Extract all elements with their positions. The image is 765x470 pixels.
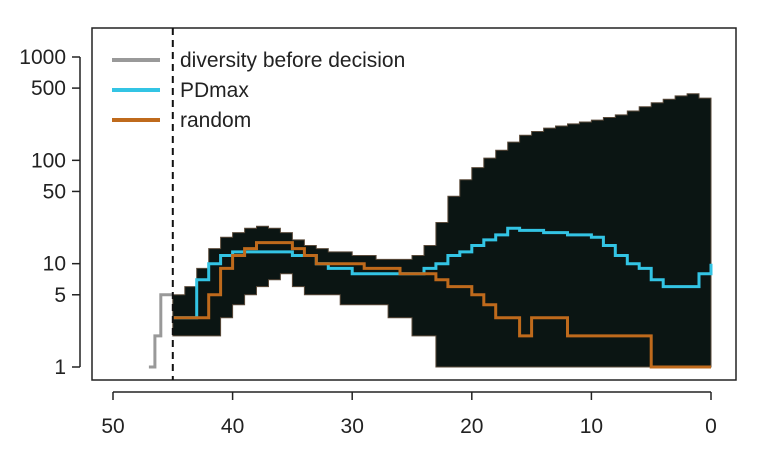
y-tick-label: 1000: [19, 46, 66, 69]
x-tick-label: 40: [221, 415, 244, 438]
x-tick-label: 20: [460, 415, 483, 438]
series-line-random: [172, 241, 711, 369]
legend-label-pdmax: PDmax: [180, 79, 249, 102]
series-line-pdmax: [172, 226, 713, 320]
series-line-diversity-before-decision: [148, 293, 173, 369]
y-tick-label: 5: [54, 284, 66, 307]
x-tick-label: 0: [705, 415, 717, 438]
y-tick-label: 50: [43, 180, 66, 203]
x-axis: 50 40 30 20 10 0: [101, 391, 717, 438]
y-tick-label: 10: [43, 253, 66, 276]
y-tick-label: 100: [31, 149, 66, 172]
legend-label-random: random: [180, 109, 251, 132]
legend-label-diversity-before-decision: diversity before decision: [180, 49, 405, 72]
y-tick-label: 500: [31, 77, 66, 100]
x-tick-label: 30: [341, 415, 364, 438]
diversity-band: [172, 93, 712, 368]
range-band: [172, 93, 712, 368]
x-tick-label: 10: [580, 415, 603, 438]
x-tick-label: 50: [101, 415, 124, 438]
series-lines: [148, 226, 713, 369]
y-tick-label: 1: [54, 356, 66, 379]
legend: diversity before decision PDmax random: [112, 49, 405, 132]
plot-frame: [91, 27, 737, 381]
y-axis: 1 5 10 50 100 500 1000: [19, 46, 81, 379]
